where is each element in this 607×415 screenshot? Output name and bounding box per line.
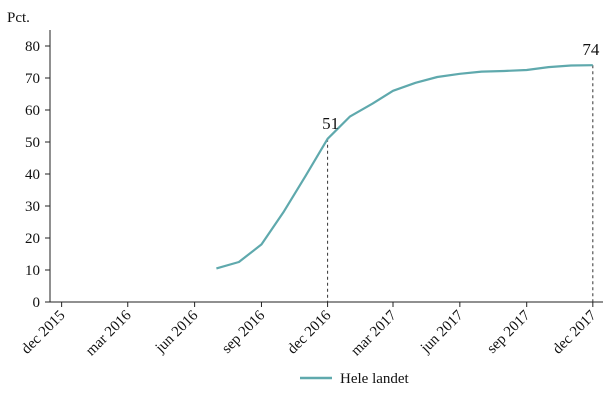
legend-label-hele-landet: Hele landet <box>340 371 410 387</box>
y-axis-label: Pct. <box>7 10 30 26</box>
x-tick-label: mar 2016 <box>83 307 135 359</box>
y-tick-label: 50 <box>25 135 40 151</box>
annotation-guides <box>327 65 594 302</box>
x-tick-label: sep 2017 <box>484 307 534 357</box>
series-layer <box>216 64 593 270</box>
x-tick-label: mar 2017 <box>348 307 400 359</box>
x-tick-label: dec 2015 <box>19 308 69 358</box>
y-tick-label: 30 <box>25 199 40 215</box>
legend: Hele landet <box>300 371 410 387</box>
x-tick-label: dec 2017 <box>550 307 600 357</box>
y-tick-label: 80 <box>25 39 40 55</box>
x-tick-label: jun 2017 <box>417 307 467 357</box>
y-tick-label: 0 <box>33 295 41 311</box>
annotation-labels: 51 74 <box>322 40 600 133</box>
y-tick-label: 70 <box>25 71 40 87</box>
x-tick-label: jun 2016 <box>152 307 202 357</box>
y-tick-label: 60 <box>25 103 40 119</box>
x-axis-ticks: dec 2015 mar 2016 jun 2016 sep 2016 dec 2016… <box>19 302 600 359</box>
x-tick-label: dec 2016 <box>285 307 335 357</box>
annotation-label: 74 <box>582 40 600 59</box>
y-tick-label: 40 <box>25 167 40 183</box>
series-line-0 <box>216 64 593 270</box>
annotation-label: 51 <box>322 114 339 133</box>
y-axis-ticks: 0 10 20 30 40 50 60 70 80 <box>25 39 50 311</box>
y-tick-label: 10 <box>25 263 40 279</box>
x-tick-label: sep 2016 <box>219 307 269 357</box>
y-tick-label: 20 <box>25 231 40 247</box>
